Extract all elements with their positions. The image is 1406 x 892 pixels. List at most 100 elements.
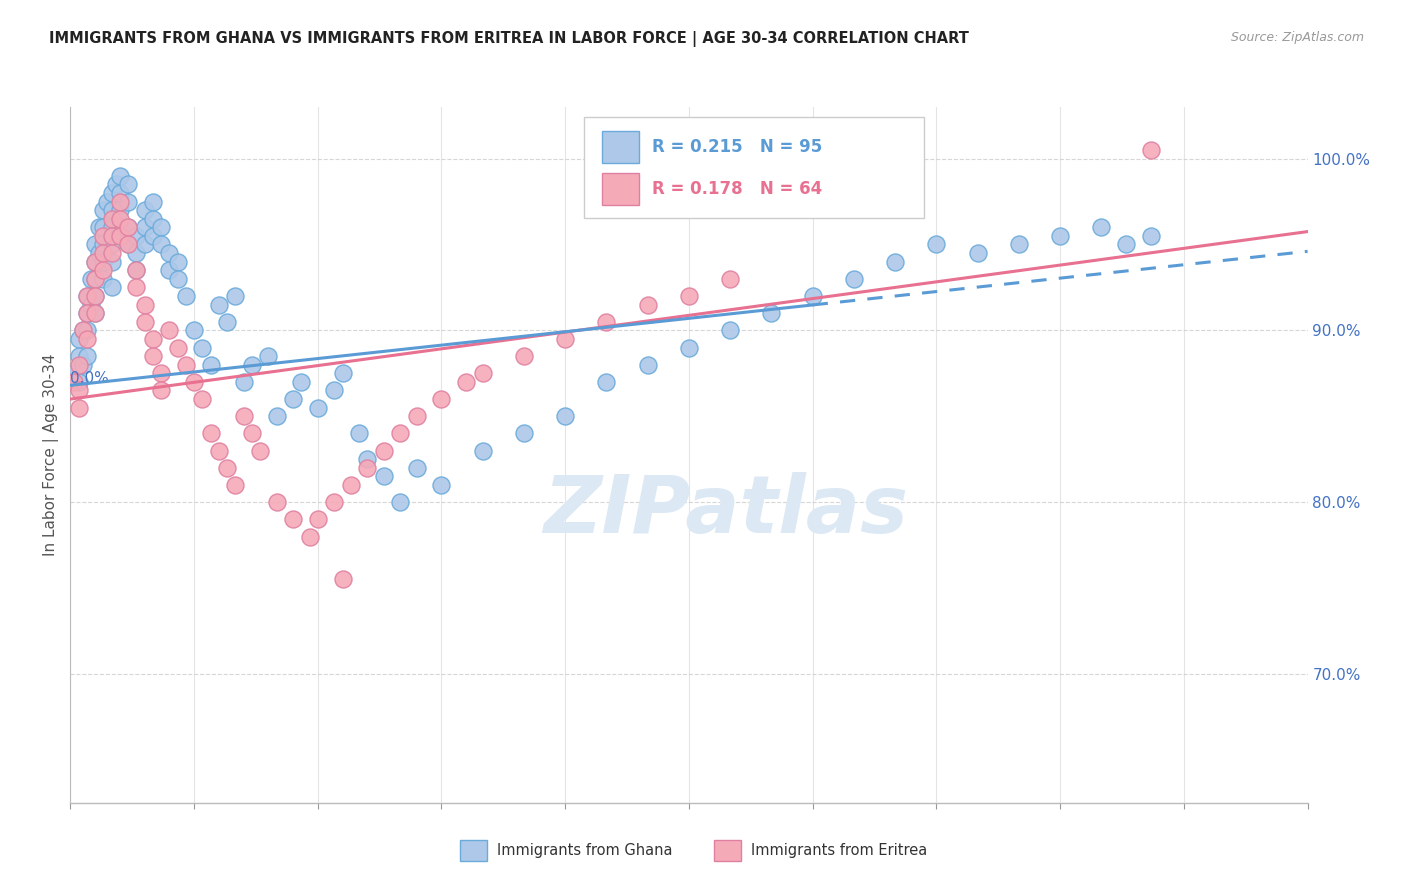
Point (117, 220, 139, 235)
Point (134, 297, 156, 311)
Point (678, 341, 700, 355)
Point (117, 220, 139, 235)
Point (150, 367, 173, 381)
Point (595, 315, 617, 329)
Point (200, 426, 222, 441)
Point (339, 478, 361, 492)
Point (1090, 220, 1112, 235)
Text: ZIPatlas: ZIPatlas (544, 472, 908, 549)
Point (91, 263, 114, 277)
Point (67, 349, 90, 363)
Point (91, 228, 114, 243)
Point (166, 272, 188, 286)
Point (347, 426, 370, 441)
Point (801, 289, 824, 303)
Point (595, 375, 617, 389)
FancyBboxPatch shape (602, 173, 640, 205)
Point (104, 178, 127, 192)
Point (96, 194, 118, 209)
Point (332, 367, 354, 381)
Point (142, 194, 165, 209)
Point (67, 332, 90, 346)
Point (373, 443, 395, 458)
Point (373, 469, 395, 483)
Point (134, 203, 156, 218)
Point (290, 375, 312, 389)
Point (240, 426, 263, 441)
Point (142, 228, 165, 243)
Point (91, 220, 114, 235)
Point (84, 289, 107, 303)
Point (405, 460, 427, 475)
Point (117, 237, 139, 252)
Text: R = 0.215   N = 95: R = 0.215 N = 95 (652, 138, 823, 156)
Point (142, 349, 165, 363)
FancyBboxPatch shape (460, 839, 488, 861)
Point (307, 401, 329, 415)
Point (91, 254, 114, 268)
Text: Immigrants from Eritrea: Immigrants from Eritrea (751, 843, 927, 857)
Point (249, 443, 271, 458)
Point (100, 186, 122, 200)
Point (125, 228, 148, 243)
Point (108, 203, 131, 218)
Point (100, 237, 122, 252)
Point (200, 358, 222, 372)
Point (430, 392, 453, 406)
Point (183, 323, 205, 337)
Point (513, 426, 536, 441)
Point (215, 315, 238, 329)
Point (925, 237, 948, 252)
Point (298, 529, 321, 543)
Point (80, 272, 103, 286)
Point (884, 254, 907, 268)
Text: Source: ZipAtlas.com: Source: ZipAtlas.com (1230, 31, 1364, 45)
Point (323, 384, 346, 398)
Point (157, 246, 180, 260)
Point (80, 297, 103, 311)
Point (84, 289, 107, 303)
Point (100, 228, 122, 243)
Point (389, 495, 412, 509)
Point (637, 358, 659, 372)
Point (266, 495, 288, 509)
FancyBboxPatch shape (583, 118, 924, 219)
Point (456, 375, 478, 389)
Point (67, 384, 90, 398)
Point (323, 495, 346, 509)
Point (157, 263, 180, 277)
Point (72, 323, 94, 337)
Point (150, 237, 173, 252)
Point (117, 178, 139, 192)
Point (266, 409, 288, 424)
Point (76, 349, 98, 363)
Text: 0.0%: 0.0% (70, 371, 110, 386)
Point (471, 367, 494, 381)
Point (208, 297, 231, 311)
Point (89, 246, 111, 260)
Point (191, 341, 214, 355)
Point (150, 220, 173, 235)
Point (76, 332, 98, 346)
Point (678, 289, 700, 303)
Point (215, 460, 238, 475)
Point (761, 306, 783, 320)
Point (84, 306, 107, 320)
Point (91, 272, 114, 286)
FancyBboxPatch shape (714, 839, 741, 861)
Point (142, 332, 165, 346)
Point (76, 323, 98, 337)
Point (232, 409, 254, 424)
Point (718, 323, 741, 337)
Point (100, 280, 122, 294)
Text: IMMIGRANTS FROM GHANA VS IMMIGRANTS FROM ERITREA IN LABOR FORCE | AGE 30-34 CORR: IMMIGRANTS FROM GHANA VS IMMIGRANTS FROM… (49, 31, 969, 47)
Point (125, 280, 148, 294)
Point (125, 246, 148, 260)
Point (63, 367, 86, 381)
Point (166, 254, 188, 268)
Point (84, 254, 107, 268)
Point (174, 358, 197, 372)
Point (108, 220, 131, 235)
Point (389, 426, 412, 441)
Point (356, 460, 378, 475)
